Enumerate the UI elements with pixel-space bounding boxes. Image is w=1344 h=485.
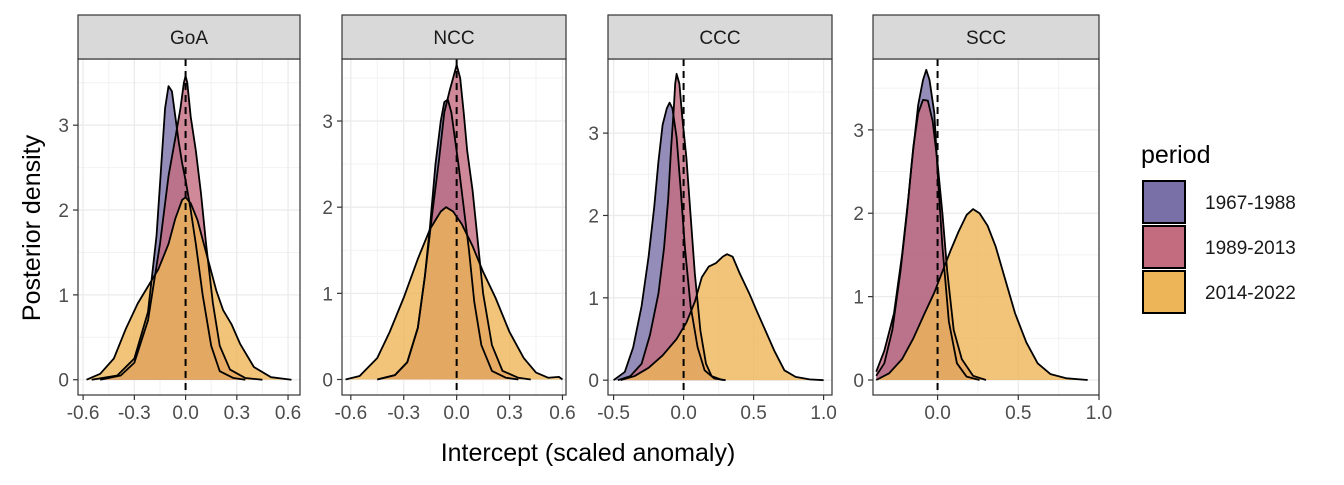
x-tick-label: -0.3 [387, 403, 420, 424]
x-tick-label: 0.3 [496, 403, 522, 424]
x-tick-label: 1.0 [810, 403, 836, 424]
y-tick-label: 3 [58, 116, 69, 137]
x-tick-label: -0.6 [67, 403, 100, 424]
density-area-2014-2022 [86, 197, 292, 380]
legend-label: 1967-1988 [1205, 193, 1296, 214]
facet-strip [872, 14, 1100, 60]
density-outline-1989-2013 [875, 98, 987, 381]
y-tick-label: 1 [58, 286, 69, 307]
legend-key-1989-2013 [1142, 225, 1186, 269]
x-tick-label: 0.6 [549, 403, 575, 424]
facet-strip-label: SCC [966, 28, 1006, 49]
x-tick-label: -0.6 [334, 403, 367, 424]
x-tick-label: 0.5 [1005, 403, 1031, 424]
density-area-2014-2022 [876, 209, 1088, 380]
x-tick-label: 0.0 [443, 403, 469, 424]
x-tick-label: 0.0 [172, 403, 198, 424]
y-tick-label: 0 [322, 370, 333, 391]
legend-label: 2014-2022 [1205, 283, 1296, 304]
facet-strip-label: GoA [170, 28, 208, 49]
x-tick-label: -0.5 [597, 403, 630, 424]
legend-label: 1989-2013 [1205, 238, 1296, 259]
x-tick-label: 1.0 [1086, 403, 1112, 424]
y-tick-label: 0 [853, 371, 864, 392]
y-tick-label: 2 [853, 204, 864, 225]
density-outline-1967-1988 [613, 101, 726, 382]
y-tick-label: 2 [588, 206, 599, 227]
facet-strip-label: CCC [699, 28, 740, 49]
density-outline-1989-2013 [100, 75, 263, 381]
x-tick-label: 0.6 [275, 403, 301, 424]
y-axis-title: Posterior density [18, 134, 46, 321]
x-axis-title: Intercept (scaled anomaly) [441, 439, 736, 467]
facet-strip [341, 14, 567, 60]
legend-title: period [1141, 141, 1211, 169]
legend-key-2014-2022 [1142, 270, 1186, 314]
density-outline-1989-2013 [617, 72, 724, 382]
y-tick-label: 0 [58, 371, 69, 392]
y-tick-label: 2 [322, 198, 333, 219]
y-tick-label: 3 [322, 112, 333, 133]
density-outline-2014-2022 [620, 253, 824, 382]
x-tick-label: 0.5 [740, 403, 766, 424]
y-tick-label: 1 [853, 288, 864, 309]
x-tick-label: 0.3 [224, 403, 250, 424]
y-tick-label: 2 [58, 201, 69, 222]
y-tick-label: 3 [853, 121, 864, 142]
legend-key-1967-1988 [1142, 180, 1186, 224]
x-tick-label: 0.0 [670, 403, 696, 424]
density-area-2014-2022 [345, 207, 563, 380]
facet-strip [607, 14, 833, 60]
y-tick-label: 1 [322, 284, 333, 305]
facet-strip-label: NCC [433, 28, 474, 49]
density-outline-2014-2022 [875, 208, 1088, 381]
y-tick-label: 3 [588, 124, 599, 145]
x-tick-label: -0.3 [118, 403, 151, 424]
density-area-1989-2013 [876, 99, 986, 380]
y-tick-label: 1 [588, 289, 599, 310]
y-tick-label: 0 [588, 371, 599, 392]
facet-strip [77, 14, 301, 60]
x-tick-label: 0.0 [924, 403, 950, 424]
